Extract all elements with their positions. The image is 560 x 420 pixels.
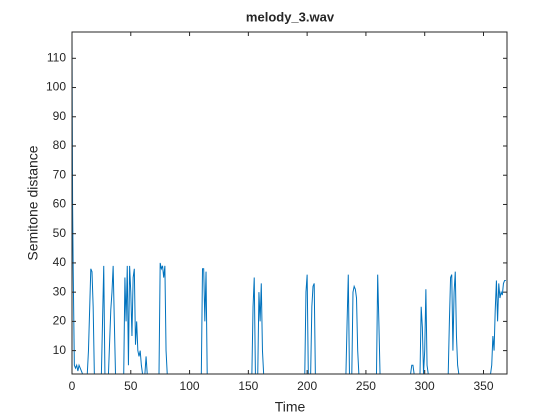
y-axis-label: Semitone distance: [25, 145, 41, 260]
x-tick-label: 0: [69, 379, 76, 393]
x-tick-label: 150: [238, 379, 258, 393]
y-tick-label: 110: [47, 50, 66, 64]
axes-box: [71, 31, 508, 375]
y-tick-label: 20: [53, 314, 67, 328]
x-tick-label: 50: [124, 379, 138, 393]
x-axis-label: Time: [275, 399, 306, 415]
x-tick-label: 100: [180, 379, 200, 393]
y-tick-label: 60: [53, 197, 67, 211]
y-tick-label: 30: [53, 284, 67, 298]
x-tick-label: 300: [415, 379, 435, 393]
plot-area: [72, 32, 507, 374]
y-tick-label: 70: [53, 167, 67, 181]
y-tick-label: 50: [53, 226, 67, 240]
chart-title: melody_3.wav: [246, 9, 335, 24]
x-tick-label: 200: [297, 379, 317, 393]
y-tick-label: 10: [53, 343, 67, 357]
x-tick-label: 250: [356, 379, 376, 393]
y-tick-label: 80: [53, 138, 67, 152]
y-tick-label: 90: [53, 109, 67, 123]
y-tick-label: 100: [46, 80, 66, 94]
y-tick-label: 40: [53, 255, 67, 269]
x-tick-label: 350: [473, 379, 493, 393]
